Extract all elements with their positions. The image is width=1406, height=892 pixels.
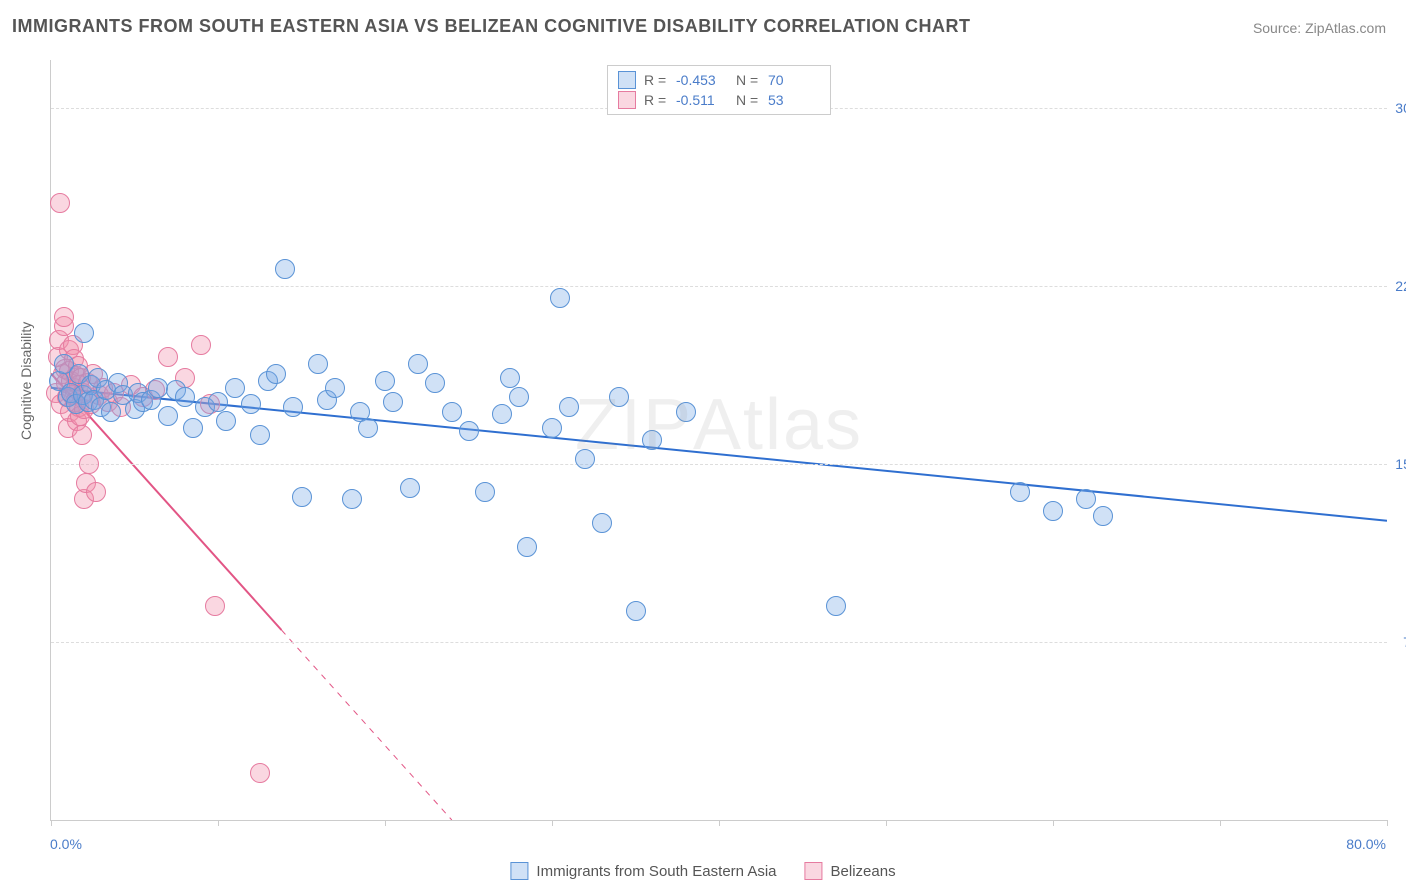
scatter-point: [1043, 501, 1063, 521]
r-label: R =: [644, 72, 668, 88]
scatter-point: [626, 601, 646, 621]
y-tick-label: 30.0%: [1395, 100, 1406, 116]
scatter-point: [400, 478, 420, 498]
scatter-point: [79, 454, 99, 474]
scatter-point: [826, 596, 846, 616]
x-tick: [1387, 820, 1388, 826]
scatter-point: [358, 418, 378, 438]
scatter-point: [550, 288, 570, 308]
scatter-point: [517, 537, 537, 557]
x-tick: [1053, 820, 1054, 826]
scatter-point: [191, 335, 211, 355]
scatter-point: [676, 402, 696, 422]
scatter-point: [500, 368, 520, 388]
scatter-point: [74, 323, 94, 343]
series-name-blue: Immigrants from South Eastern Asia: [536, 863, 776, 880]
x-tick: [719, 820, 720, 826]
swatch-pink-icon: [618, 91, 636, 109]
scatter-point: [542, 418, 562, 438]
scatter-point: [1010, 482, 1030, 502]
swatch-blue-icon: [618, 71, 636, 89]
scatter-point: [375, 371, 395, 391]
scatter-point: [183, 418, 203, 438]
scatter-point: [383, 392, 403, 412]
x-tick: [51, 820, 52, 826]
watermark-atlas: Atlas: [693, 385, 863, 465]
n-value-pink: 53: [768, 92, 820, 108]
scatter-point: [50, 193, 70, 213]
scatter-point: [241, 394, 261, 414]
x-tick: [1220, 820, 1221, 826]
x-max-label: 80.0%: [1346, 836, 1386, 852]
scatter-point: [158, 406, 178, 426]
scatter-point: [459, 421, 479, 441]
legend-series: Immigrants from South Eastern Asia Beliz…: [510, 862, 895, 880]
scatter-point: [342, 489, 362, 509]
n-value-blue: 70: [768, 72, 820, 88]
x-tick: [886, 820, 887, 826]
x-tick: [218, 820, 219, 826]
scatter-point: [205, 596, 225, 616]
scatter-point: [442, 402, 462, 422]
x-tick: [385, 820, 386, 826]
legend-row-pink: R = -0.511 N = 53: [618, 90, 820, 110]
scatter-point: [72, 425, 92, 445]
y-tick-label: 22.5%: [1395, 278, 1406, 294]
r-value-blue: -0.453: [676, 72, 728, 88]
scatter-point: [158, 347, 178, 367]
scatter-point: [609, 387, 629, 407]
scatter-point: [325, 378, 345, 398]
scatter-point: [283, 397, 303, 417]
scatter-point: [101, 402, 121, 422]
scatter-point: [1093, 506, 1113, 526]
gridline: [51, 286, 1387, 287]
plot-area: ZIPAtlas R = -0.453 N = 70 R = -0.511 N …: [50, 60, 1387, 821]
scatter-point: [308, 354, 328, 374]
scatter-point: [54, 307, 74, 327]
swatch-blue-icon: [510, 862, 528, 880]
scatter-point: [492, 404, 512, 424]
x-tick: [552, 820, 553, 826]
scatter-point: [86, 482, 106, 502]
scatter-point: [275, 259, 295, 279]
scatter-point: [425, 373, 445, 393]
chart-title: IMMIGRANTS FROM SOUTH EASTERN ASIA VS BE…: [12, 16, 971, 37]
scatter-point: [175, 387, 195, 407]
y-tick-label: 15.0%: [1395, 456, 1406, 472]
scatter-point: [509, 387, 529, 407]
scatter-point: [1076, 489, 1096, 509]
scatter-point: [225, 378, 245, 398]
r-value-pink: -0.511: [676, 92, 728, 108]
gridline: [51, 642, 1387, 643]
gridline: [51, 464, 1387, 465]
n-label: N =: [736, 72, 760, 88]
scatter-point: [575, 449, 595, 469]
scatter-point: [559, 397, 579, 417]
n-label: N =: [736, 92, 760, 108]
scatter-point: [216, 411, 236, 431]
scatter-point: [208, 392, 228, 412]
scatter-point: [250, 763, 270, 783]
scatter-point: [475, 482, 495, 502]
scatter-point: [266, 364, 286, 384]
scatter-point: [292, 487, 312, 507]
scatter-point: [148, 378, 168, 398]
y-axis-label: Cognitive Disability: [18, 322, 34, 440]
scatter-point: [408, 354, 428, 374]
source-label: Source: ZipAtlas.com: [1253, 20, 1386, 36]
series-name-pink: Belizeans: [831, 863, 896, 880]
legend-item-pink: Belizeans: [805, 862, 896, 880]
r-label: R =: [644, 92, 668, 108]
legend-correlation: R = -0.453 N = 70 R = -0.511 N = 53: [607, 65, 831, 115]
scatter-point: [250, 425, 270, 445]
x-min-label: 0.0%: [50, 836, 82, 852]
legend-row-blue: R = -0.453 N = 70: [618, 70, 820, 90]
scatter-point: [592, 513, 612, 533]
legend-item-blue: Immigrants from South Eastern Asia: [510, 862, 776, 880]
scatter-point: [642, 430, 662, 450]
swatch-pink-icon: [805, 862, 823, 880]
